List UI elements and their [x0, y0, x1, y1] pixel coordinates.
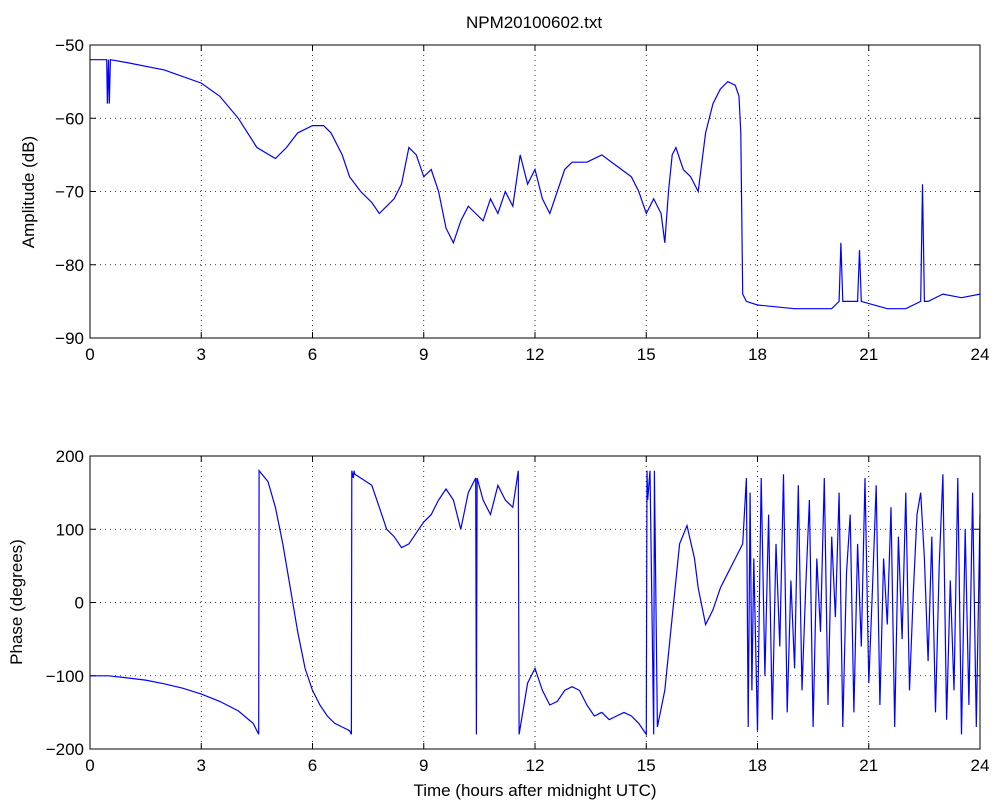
phase-x-tick-label: 3 [197, 756, 206, 775]
amplitude-y-tick-label: −60 [55, 109, 84, 128]
amplitude-x-tick-label: 15 [637, 345, 656, 364]
amplitude-x-tick-label: 12 [526, 345, 545, 364]
amplitude-y-label: Amplitude (dB) [19, 136, 38, 248]
phase-y-tick-label: −100 [46, 667, 84, 686]
phase-x-tick-label: 18 [748, 756, 767, 775]
amplitude-series-line [90, 58, 981, 310]
amplitude-y-tick-label: −50 [55, 36, 84, 55]
phase-x-tick-label: 6 [308, 756, 317, 775]
amplitude-x-tick-label: 18 [748, 345, 767, 364]
phase-grid [90, 456, 980, 749]
amplitude-grid [90, 45, 980, 338]
phase-axes-box [89, 455, 981, 750]
figure-title: NPM20100602.txt [466, 13, 602, 32]
phase-y-tick-label: −200 [46, 740, 84, 759]
amplitude-ticks: 0 3 6 9 12 15 18 21 24 −90 −80 −70 −60 −50 [55, 36, 989, 364]
amplitude-x-tick-label: 0 [85, 345, 94, 364]
phase-x-tick-label: 15 [637, 756, 656, 775]
phase-x-tick-label: 12 [526, 756, 545, 775]
amplitude-axes-box [89, 44, 981, 339]
amplitude-panel: 0 3 6 9 12 15 18 21 24 −90 −80 −70 −60 −50 Amplitude … [19, 36, 989, 364]
phase-y-tick-label: 200 [56, 447, 84, 466]
phase-y-tick-label: 0 [75, 594, 84, 613]
amplitude-y-tick-label: −70 [55, 183, 84, 202]
phase-ticks: 0 3 6 9 12 15 18 21 24 −200 −100 0 100 200 [46, 447, 990, 775]
phase-y-label: Phase (degrees) [7, 539, 26, 665]
amplitude-y-tick-label: −90 [55, 329, 84, 348]
amplitude-x-tick-label: 3 [197, 345, 206, 364]
phase-series-line [90, 469, 981, 737]
phase-x-tick-label: 9 [419, 756, 428, 775]
phase-x-tick-label: 24 [971, 756, 990, 775]
phase-x-label: Time (hours after midnight UTC) [413, 781, 656, 800]
amplitude-x-tick-label: 6 [308, 345, 317, 364]
amplitude-x-tick-label: 24 [971, 345, 990, 364]
phase-x-tick-label: 21 [859, 756, 878, 775]
phase-panel: 0 3 6 9 12 15 18 21 24 −200 −100 0 100 200 Phase (deg… [7, 447, 989, 800]
amplitude-x-tick-label: 21 [859, 345, 878, 364]
amplitude-y-tick-label: −80 [55, 256, 84, 275]
phase-y-tick-label: 100 [56, 520, 84, 539]
amplitude-x-tick-label: 9 [419, 345, 428, 364]
phase-x-tick-label: 0 [85, 756, 94, 775]
